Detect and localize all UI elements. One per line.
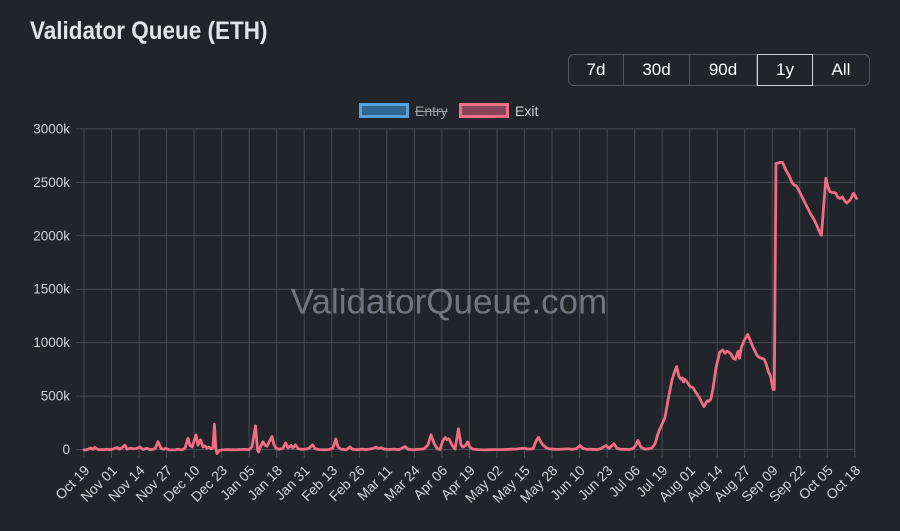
svg-text:3000k: 3000k [33, 121, 70, 136]
svg-text:0: 0 [62, 442, 70, 457]
svg-text:500k: 500k [41, 389, 71, 404]
svg-text:2500k: 2500k [33, 175, 70, 190]
svg-text:ValidatorQueue.com: ValidatorQueue.com [291, 283, 607, 322]
svg-text:1500k: 1500k [33, 282, 70, 297]
svg-text:2000k: 2000k [33, 228, 70, 243]
svg-text:1000k: 1000k [33, 335, 70, 350]
